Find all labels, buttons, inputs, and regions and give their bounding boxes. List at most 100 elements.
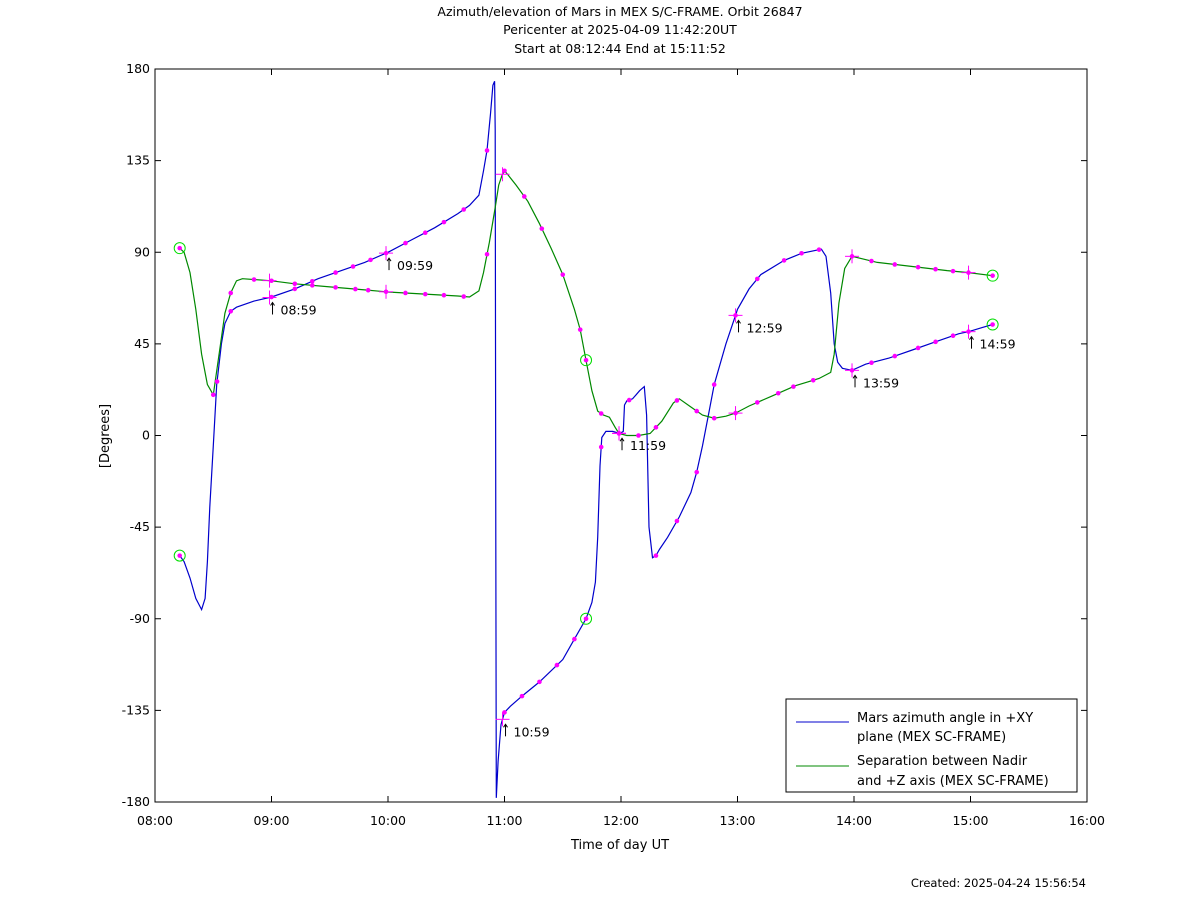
legend-label-azimuth-1: Mars azimuth angle in +XY [857,711,1033,726]
data-marker-azimuth [309,278,315,284]
data-marker-azimuth [333,270,338,275]
time-mark-label: 11:59 [630,438,666,453]
data-marker-azimuth [228,308,234,314]
endpoint-circle-azimuth [580,612,593,625]
data-marker-separation [228,290,234,296]
time-mark-arrow [736,319,741,324]
time-mark-arrow [503,723,508,728]
time-mark-label: 12:59 [747,320,783,335]
data-marker-azimuth [990,322,995,327]
time-mark-arrow [386,257,392,262]
y-tick-label: 180 [126,61,150,76]
time-mark-label: 13:59 [863,375,899,390]
endpoint-circle-azimuth [986,318,999,331]
data-marker-separation [810,377,816,383]
data-marker-separation [598,411,604,416]
data-marker-azimuth [626,397,632,403]
data-marker-azimuth [519,693,525,699]
data-marker-azimuth [572,636,577,642]
chart-title: Azimuth/elevation of Mars in MEX S/C-FRA… [437,4,803,19]
data-marker-azimuth [694,469,700,475]
data-marker-separation [292,281,298,287]
endpoint-circle-separation [580,354,593,367]
time-mark-arrow [969,335,974,340]
legend-label-separation-2: and +Z axis (MEX SC-FRAME) [857,774,1049,789]
data-marker-azimuth [781,258,787,263]
y-axis-label: [Degrees] [98,404,113,468]
data-marker-azimuth [674,518,680,524]
data-marker-azimuth [892,353,898,359]
endpoint-circle-separation [173,242,186,255]
data-marker-separation [365,287,371,293]
x-tick-label: 16:00 [1069,813,1105,828]
legend-box [785,698,1078,793]
x-tick-label: 12:00 [603,813,639,828]
data-marker-separation [210,392,216,398]
data-marker-azimuth [755,276,760,282]
data-marker-azimuth [403,240,408,246]
data-marker-azimuth [950,333,956,339]
x-tick-label: 13:00 [719,813,755,828]
data-marker-azimuth [799,250,804,256]
y-tick-label: 90 [134,244,150,259]
data-marker-azimuth [583,616,589,622]
data-marker-separation [869,258,874,264]
data-marker-azimuth [441,219,447,225]
legend-label-azimuth-2: plane (MEX SC-FRAME) [857,730,1006,745]
legend-label-separation-1: Separation between Nadir [857,754,1028,769]
time-mark-label: 10:59 [514,724,550,739]
data-marker-separation [577,327,583,332]
data-marker-separation [636,433,641,438]
data-marker-separation [502,168,507,174]
created-timestamp: Created: 2025-04-24 15:56:54 [910,876,1086,890]
data-marker-separation [892,262,898,267]
data-marker-azimuth [933,339,938,345]
y-tick-label: 0 [142,428,150,443]
data-marker-separation [791,384,796,389]
x-tick-label: 14:00 [836,813,872,828]
series-line-azimuth [179,80,993,798]
data-marker-azimuth [422,230,428,236]
data-marker-azimuth [177,553,182,558]
data-marker-separation [694,408,700,414]
y-tick-label: 135 [126,153,150,168]
data-marker-separation [775,390,781,396]
data-marker-azimuth [915,345,921,351]
data-marker-azimuth [554,662,560,668]
data-marker-separation [653,425,659,430]
chart-subtitle-times: Start at 08:12:44 End at 15:11:52 [514,41,726,56]
y-tick-label: -180 [122,794,150,809]
data-marker-separation [484,251,490,257]
data-marker-azimuth [484,148,490,153]
data-marker-separation [441,292,447,298]
endpoint-circle-azimuth [173,549,186,562]
data-marker-separation [950,268,956,274]
data-marker-separation [522,194,527,199]
data-marker-azimuth [711,382,717,387]
legend: Mars azimuth angle in +XY plane (MEX SC-… [785,698,1078,793]
data-marker-separation [309,283,315,288]
data-marker-azimuth [368,257,373,263]
data-marker-separation [755,400,760,405]
data-marker-separation [990,273,995,278]
data-marker-separation [251,277,257,282]
data-marker-separation [353,286,358,292]
plot-frame [154,68,1088,803]
data-marker-separation [674,398,680,403]
data-marker-azimuth [816,247,822,252]
chart-subtitle-pericenter: Pericenter at 2025-04-09 11:42:20UT [503,22,737,37]
time-mark-label: 14:59 [980,337,1016,352]
y-tick-label: 45 [134,336,150,351]
x-tick-label: 09:00 [253,813,289,828]
x-tick-label: 08:00 [137,813,173,828]
y-tick-label: -90 [130,611,150,626]
x-axis-label: Time of day UT [570,838,669,853]
data-marker-azimuth [869,360,874,366]
data-marker-separation [461,294,467,299]
data-marker-azimuth [653,553,659,558]
data-marker-separation [915,264,921,270]
time-mark-arrow [619,437,625,442]
data-marker-separation [177,245,182,251]
data-marker-separation [422,291,428,297]
